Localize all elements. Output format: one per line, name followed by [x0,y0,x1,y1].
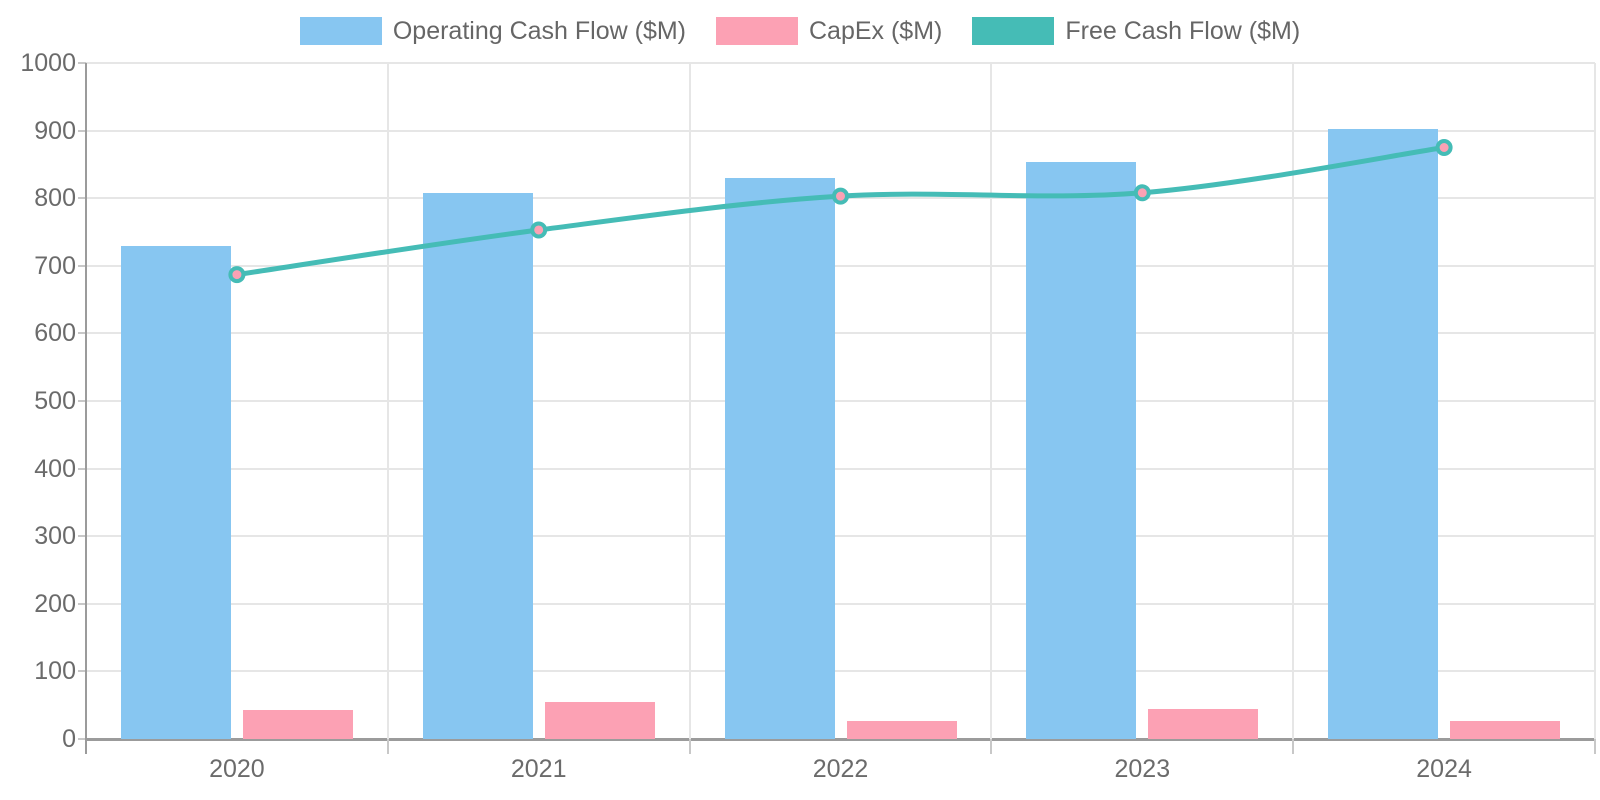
y-axis-tick [78,670,86,673]
y-gridline [86,467,1595,470]
x-axis-tick [1292,739,1295,754]
legend-label: Operating Cash Flow ($M) [392,16,686,45]
free-cash-flow-m-point-2022[interactable] [832,187,849,205]
legend-swatch-capex-m [716,17,798,45]
legend-swatch-free-cash-flow-m [972,17,1055,45]
legend-swatch-operating-cash-flow-m [299,17,382,45]
y-axis-tick [78,129,86,132]
y-gridline [86,129,1595,132]
x-axis-tick-label: 2022 [812,755,869,783]
category-boundary-gridline [1292,63,1295,739]
y-axis-tick-label: 100 [34,657,76,686]
y-axis-tick [78,602,86,605]
y-axis-tick [78,264,86,267]
y-gridline [86,535,1595,538]
y-axis-tick-label: 400 [34,454,76,483]
y-axis-tick [78,62,86,64]
bar-operating-cash-flow-m-2020[interactable] [120,245,231,739]
y-axis-tick [78,535,86,538]
chart-legend: Operating Cash Flow ($M) CapEx ($M) Free C… [0,10,1600,52]
y-axis-tick [78,738,86,740]
y-axis-tick [78,400,86,402]
bar-operating-cash-flow-m-2024[interactable] [1328,129,1439,739]
y-axis-tick-label: 300 [34,522,76,551]
y-axis-tick [78,197,86,200]
bar-operating-cash-flow-m-2021[interactable] [422,193,533,739]
bar-capex-m-2020[interactable] [242,709,353,739]
x-axis-tick [1594,739,1596,754]
y-axis-tick-label: 200 [34,589,76,618]
category-boundary-gridline [990,63,993,739]
x-axis-line [86,738,1595,741]
bar-operating-cash-flow-m-2023[interactable] [1026,162,1137,739]
y-gridline [86,400,1595,402]
y-axis-tick-label: 600 [34,319,76,348]
legend-item-capex-m[interactable]: CapEx ($M) [716,17,942,46]
x-axis-tick [990,739,993,754]
free-cash-flow-m-point-2024[interactable] [1435,139,1453,156]
y-gridline [86,602,1595,605]
free-cash-flow-m-point-2021[interactable] [530,221,548,239]
legend-item-free-cash-flow-m[interactable]: Free Cash Flow ($M) [972,17,1300,46]
free-cash-flow-m-point-2023[interactable] [1133,184,1151,202]
category-boundary-gridline [688,63,691,739]
x-axis-tick-label: 2020 [209,755,265,783]
free-cash-flow-m-point-2020[interactable] [228,266,246,284]
free-cash-flow-m-line [234,145,1447,278]
x-axis-tick-label: 2024 [1416,755,1472,783]
y-axis-tick-label: 0 [62,725,76,753]
y-gridline [86,332,1595,335]
y-gridline [86,670,1595,673]
x-axis-tick [688,739,691,754]
bar-operating-cash-flow-m-2022[interactable] [724,177,835,739]
x-axis-tick-label: 2023 [1114,755,1171,783]
category-boundary-gridline [1594,63,1596,739]
legend-label: Free Cash Flow ($M) [1065,16,1301,45]
bar-capex-m-2021[interactable] [544,702,655,739]
bar-capex-m-2024[interactable] [1450,720,1561,739]
y-axis-tick-label: 800 [34,184,76,213]
legend-label: CapEx ($M) [809,16,943,45]
y-gridline [86,62,1595,64]
legend-item-operating-cash-flow-m[interactable]: Operating Cash Flow ($M) [299,16,686,46]
category-boundary-gridline [386,63,389,739]
y-axis-tick-label: 700 [34,251,76,280]
y-axis-tick [78,332,86,335]
x-axis-tick [386,739,389,754]
bar-capex-m-2022[interactable] [846,720,957,739]
y-axis-tick [78,467,86,470]
y-axis-line [85,63,87,754]
bar-capex-m-2023[interactable] [1148,708,1259,739]
y-axis-tick-label: 500 [34,387,76,415]
y-axis-tick-label: 1000 [20,49,76,77]
x-axis-tick-label: 2021 [510,755,567,783]
y-axis-tick-label: 900 [34,116,76,145]
